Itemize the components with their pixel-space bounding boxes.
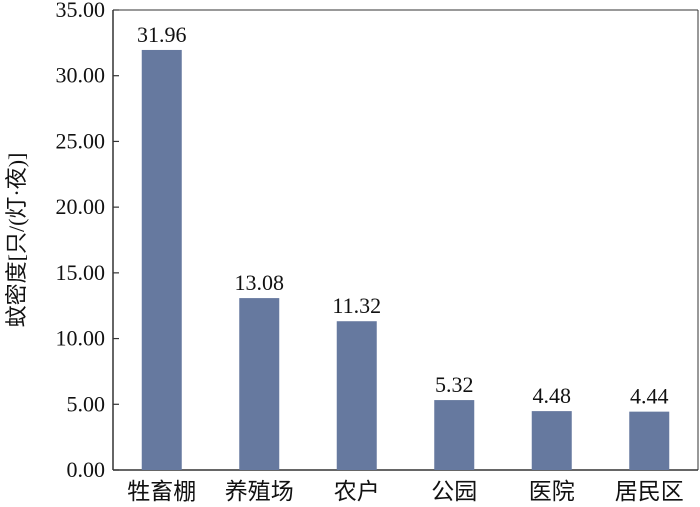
y-tick-label: 10.00	[56, 326, 106, 351]
data-label: 5.32	[435, 372, 474, 397]
y-tick-label: 0.00	[67, 457, 106, 482]
axes	[112, 9, 699, 471]
bar	[239, 298, 280, 470]
data-label: 4.48	[533, 383, 572, 408]
category-label: 养殖场	[225, 479, 294, 504]
data-label: 31.96	[137, 22, 187, 47]
bar	[141, 49, 182, 470]
category-label: 医院	[529, 479, 575, 504]
category-label: 公园	[431, 479, 477, 504]
bar	[336, 321, 377, 470]
y-tick-label: 15.00	[56, 260, 106, 285]
y-tick-label: 35.00	[56, 0, 106, 22]
bar	[434, 400, 475, 470]
bar	[531, 411, 572, 470]
data-label: 11.32	[332, 293, 381, 318]
bar	[629, 411, 670, 470]
y-axis-label: 蚊密度[只/(灯·夜)]	[4, 153, 29, 328]
y-tick-label: 20.00	[56, 194, 106, 219]
y-axis-ticks: 0.00 5.00 10.00 15.00 20.00 25.00 30.00 35.00	[56, 0, 119, 482]
data-labels: 31.96 13.08 11.32 5.32 4.48 4.44	[137, 22, 669, 409]
data-label: 4.44	[630, 384, 669, 409]
y-tick-label: 5.00	[67, 391, 106, 416]
y-tick-label: 25.00	[56, 128, 106, 153]
y-tick-label: 30.00	[56, 63, 106, 88]
category-label: 牲畜棚	[127, 479, 196, 504]
category-label: 农户	[334, 479, 380, 504]
data-label: 13.08	[235, 270, 285, 295]
bars	[141, 49, 670, 470]
category-label: 居民区	[615, 479, 684, 504]
category-labels: 牲畜棚 养殖场 农户 公园 医院 居民区	[127, 479, 684, 504]
